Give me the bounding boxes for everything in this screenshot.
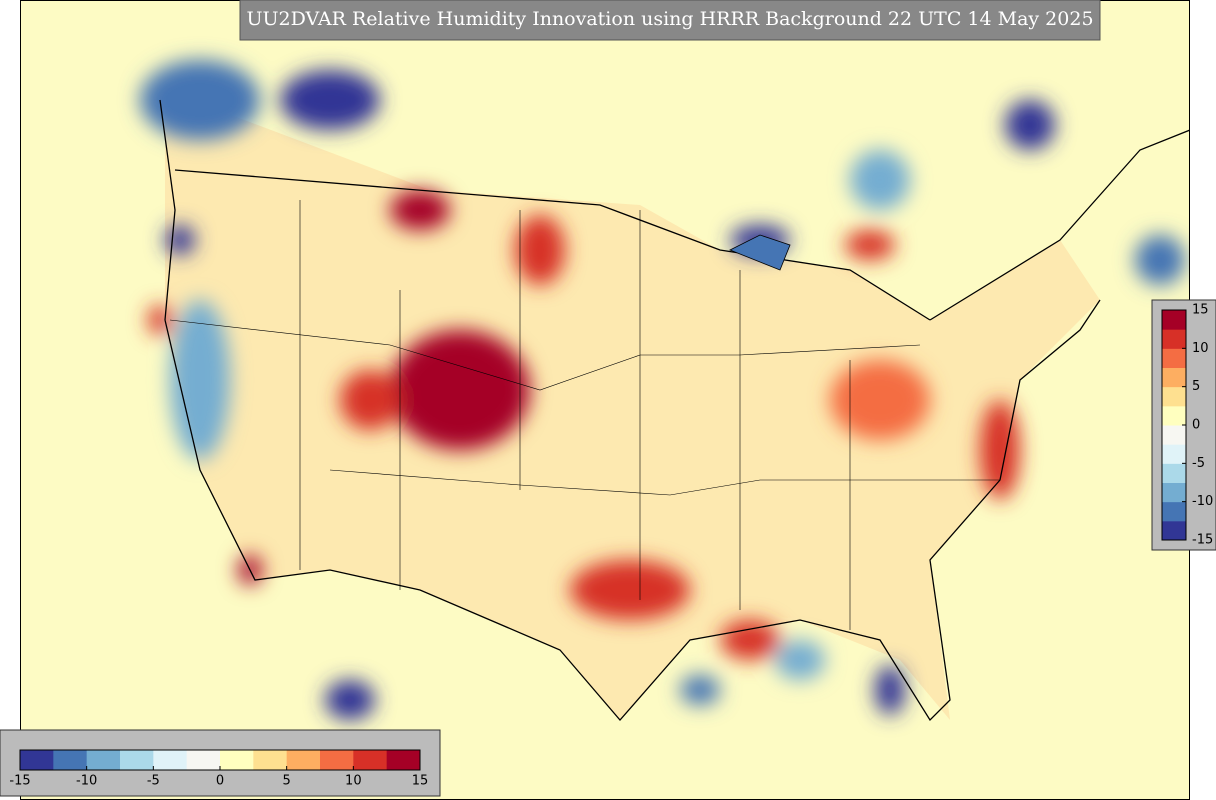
colorbar-segment — [53, 750, 88, 770]
colorbar-segment — [1162, 405, 1186, 426]
colorbar-segment — [1162, 329, 1186, 349]
colorbar-segment — [1162, 501, 1186, 522]
colorbar-tick-label: -5 — [1192, 456, 1205, 471]
colorbar-segment — [353, 750, 388, 770]
colorbar-segment — [220, 750, 254, 770]
colorbar-tick-label: -10 — [1192, 494, 1213, 509]
colorbar-tick-label: 0 — [1192, 418, 1200, 433]
title: UU2DVAR Relative Humidity Innovation usi… — [246, 8, 1093, 30]
colorbar-tick-label: -5 — [147, 774, 160, 789]
colorbar-segment — [86, 750, 121, 770]
colorbar-segment — [1162, 463, 1186, 483]
colorbar-segment — [1162, 348, 1186, 368]
colorbar-tick-label: 10 — [345, 774, 362, 789]
colorbar-tick-label: 0 — [216, 774, 224, 789]
colorbar-segment — [1162, 482, 1186, 503]
colorbar-tick-label: 5 — [1192, 379, 1200, 394]
colorbar-tick-label: 15 — [1192, 303, 1209, 318]
colorbar-tick-label: -15 — [9, 774, 30, 789]
colorbar-segment — [120, 750, 154, 770]
map — [20, 0, 1190, 800]
colorbar-tick-label: 15 — [412, 774, 429, 789]
colorbar-segment — [320, 750, 354, 770]
colorbar-segment — [1162, 425, 1186, 445]
colorbar-segment — [1162, 444, 1186, 464]
colorbar-segment — [20, 750, 54, 770]
colorbar-segment — [386, 750, 421, 770]
colorbar-tick-label: 10 — [1192, 341, 1209, 356]
colorbar-segment — [1162, 310, 1186, 330]
title-box — [239, 0, 1101, 41]
colorbar-tick-label: -15 — [1192, 533, 1213, 548]
colorbar-segment — [286, 750, 321, 770]
colorbar-segment — [253, 750, 288, 770]
colorbar-tick-label: -10 — [76, 774, 97, 789]
colorbar-segment — [153, 750, 188, 770]
colorbar-segment — [1162, 386, 1186, 407]
colorbar-segment — [1162, 367, 1186, 388]
colorbar-tick-label: 5 — [283, 774, 291, 789]
colorbar-segment — [186, 750, 221, 770]
colorbar-segment — [1162, 520, 1186, 541]
